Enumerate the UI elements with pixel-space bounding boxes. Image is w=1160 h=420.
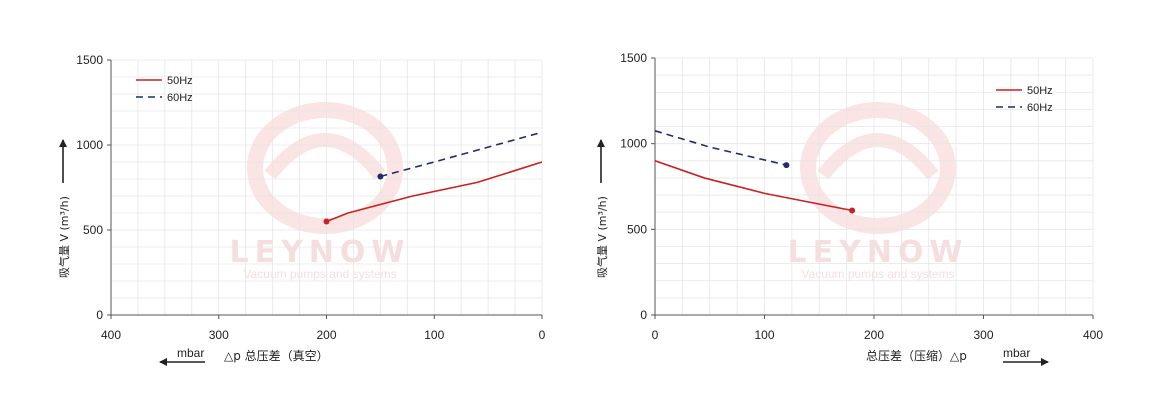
series-line-50hz [654,160,853,212]
series-layer [654,130,856,214]
x-axis-label: 总压差（压缩）△p mbar [866,346,1049,366]
watermark-brand: LEYNOW [229,235,410,270]
x-tick-label: 100 [754,328,774,342]
series-line-50hz [326,161,543,223]
x-unit: mbar [1003,346,1030,360]
x-unit: mbar [177,346,204,360]
y-tick-label: 1000 [76,138,103,152]
x-axis-title: 总压差（压缩）△p [866,348,967,363]
x-tick-label: 300 [209,328,229,342]
legend: 50Hz 60Hz [136,75,193,104]
legend-label: 60Hz [1027,102,1053,114]
gridlines [110,59,543,316]
series-endpoint-50hz [323,218,330,225]
gridlines [654,57,1094,316]
x-axis-title: △p 总压差（真空） [224,349,329,363]
x-tick-label: 400 [101,328,121,342]
x-tick-label: 200 [864,328,884,342]
x-tick-label: 400 [1083,328,1103,342]
tick-labels: 0 500 1000 1500 0 100 200 300 400 [620,51,1103,342]
vacuum-chart: LEYNOW Vacuum pumps and systems 05001000… [57,53,546,366]
y-tick-label: 1500 [620,51,647,65]
legend: 50Hz 60Hz [996,85,1053,114]
legend-label: 60Hz [167,92,193,104]
watermark-brand: LEYNOW [787,235,968,270]
watermark: LEYNOW Vacuum pumps and systems [787,102,968,281]
series-layer [323,131,543,225]
x-tick-label: 200 [316,328,336,342]
series-endpoint-50hz [849,207,856,214]
y-axis-title: 吸气量 V (m³/h) [57,196,71,278]
y-tick-label: 1000 [620,137,647,151]
legend-label: 50Hz [1027,85,1053,97]
y-axis-label: 吸气量 V (m³/h) [57,139,71,278]
compression-chart: LEYNOW Vacuum pumps and systems 05001000… [595,51,1103,366]
y-axis-label: 吸气量 V (m³/h) [595,139,609,278]
series-line-60hz [654,130,787,166]
watermark-logo [800,102,956,234]
x-tick-label: 300 [973,328,993,342]
y-tick-label: 500 [83,223,103,237]
watermark: LEYNOW Vacuum pumps and systems [229,102,410,281]
y-tick-label: 0 [96,308,103,322]
watermark-logo [247,102,403,234]
y-tick-label: 500 [627,222,647,236]
y-tick-label: 1500 [76,53,103,67]
x-tick-label: 0 [539,328,546,342]
y-tick-label: 0 [640,308,647,322]
x-tick-label: 0 [652,328,659,342]
y-axis-title: 吸气量 V (m³/h) [595,196,609,278]
watermark-tagline: Vacuum pumps and systems [243,267,396,281]
x-axis-label: mbar △p 总压差（真空） [159,346,329,366]
series-endpoint-60hz [377,173,384,180]
series-endpoint-60hz [783,162,790,169]
legend-label: 50Hz [167,75,193,87]
series-line-60hz [380,131,543,178]
x-tick-label: 100 [424,328,444,342]
watermark-tagline: Vacuum pumps and systems [801,267,954,281]
